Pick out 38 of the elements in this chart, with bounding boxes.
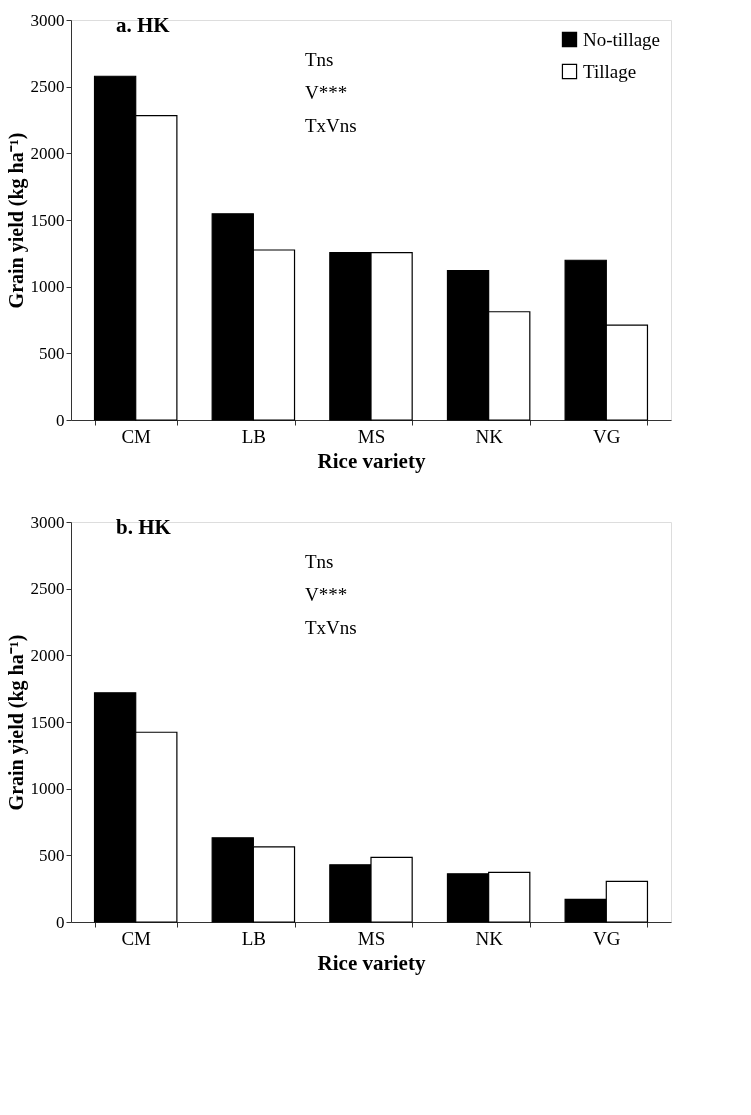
x-tick-label: CM xyxy=(121,425,152,447)
annotation: Tns xyxy=(305,551,334,572)
annotation: V*** xyxy=(305,584,348,605)
y-tick-label: 500 xyxy=(39,343,65,363)
x-axis-title: Rice variety xyxy=(317,448,426,473)
y-axis-title: Grain yield (kg ha⁻¹) xyxy=(4,634,28,811)
y-tick-label: 0 xyxy=(56,410,65,430)
x-tick-label: NK xyxy=(475,927,504,949)
x-tick-label: LB xyxy=(241,927,266,949)
y-tick-label: 2000 xyxy=(30,143,65,163)
y-tick-label: 2500 xyxy=(30,77,65,97)
annotation: TxVns xyxy=(305,617,357,638)
y-tick-label: 0 xyxy=(56,912,65,932)
y-tick-label: 500 xyxy=(39,845,65,865)
chart-title: a. HK xyxy=(116,13,171,37)
legend-label: Tillage xyxy=(583,60,637,82)
x-tick-label: MS xyxy=(357,927,386,949)
annotation: TxVns xyxy=(305,115,357,136)
y-tick-label: 1500 xyxy=(30,210,65,230)
x-tick-label: NK xyxy=(475,425,504,447)
x-tick-label: LB xyxy=(241,425,266,447)
y-tick-label: 3000 xyxy=(30,10,65,30)
y-tick-label: 3000 xyxy=(30,512,65,532)
x-tick-label: MS xyxy=(357,425,386,447)
legend-label: No-tillage xyxy=(583,28,661,50)
x-axis-title: Rice variety xyxy=(317,950,426,975)
x-tick-label: VG xyxy=(593,425,621,447)
y-tick-label: 2000 xyxy=(30,645,65,665)
y-axis-title: Grain yield (kg ha⁻¹) xyxy=(4,132,28,309)
x-tick-label: CM xyxy=(121,927,152,949)
annotation: V*** xyxy=(305,82,348,103)
y-tick-label: 1500 xyxy=(30,712,65,732)
x-tick-label: VG xyxy=(593,927,621,949)
annotation: Tns xyxy=(305,49,334,70)
chart-title: b. HK xyxy=(116,515,172,539)
y-tick-label: 1000 xyxy=(30,779,65,799)
y-tick-label: 2500 xyxy=(30,579,65,599)
y-tick-label: 1000 xyxy=(30,277,65,297)
